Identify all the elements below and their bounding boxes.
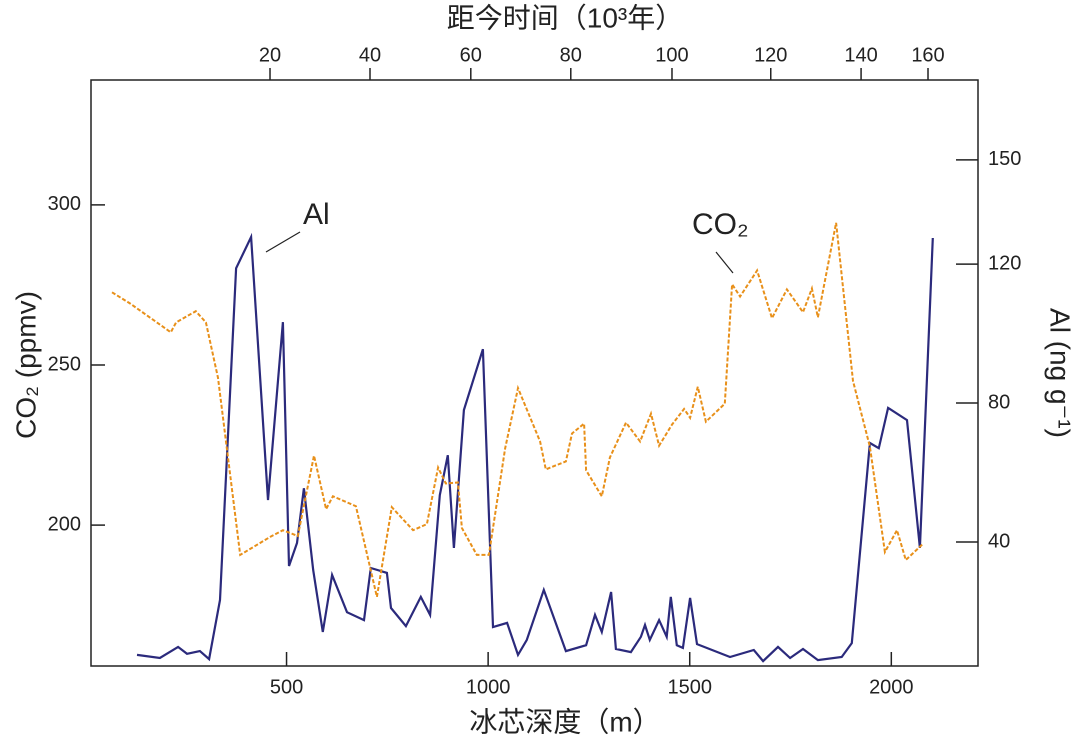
plot-frame	[90, 79, 979, 667]
x2-tick-label: 120	[754, 44, 787, 66]
x2-tick-label: 40	[359, 44, 381, 66]
y-axis-title: CO₂ (ppmv)	[10, 291, 41, 439]
series-label: CO₂	[692, 208, 749, 241]
y2-tick-label: 150	[988, 148, 1021, 170]
y-tick-label: 200	[48, 513, 81, 535]
x2-tick-label: 140	[844, 44, 877, 66]
x-tick-label: 500	[270, 676, 303, 698]
x-tick-label: 2000	[869, 676, 914, 698]
top-axis-title: 距今时间（10³年）	[447, 2, 683, 33]
y2-tick-label: 40	[988, 530, 1010, 552]
series-label: Al	[303, 198, 330, 231]
y2-axis-title: Al (ng g⁻¹)	[1045, 308, 1076, 438]
x-tick-label: 1500	[667, 676, 712, 698]
x-tick-label: 1000	[466, 676, 511, 698]
x2-tick-label: 160	[911, 44, 944, 66]
annotation-leader	[715, 251, 734, 274]
y-tick-label: 300	[48, 193, 81, 215]
x2-tick-label: 60	[460, 44, 482, 66]
y2-tick-label: 80	[988, 391, 1010, 413]
x2-tick-label: 100	[655, 44, 688, 66]
x2-tick-label: 20	[259, 44, 281, 66]
annotation-leader	[265, 231, 301, 253]
series-line	[111, 222, 924, 598]
y2-tick-label: 120	[988, 252, 1021, 274]
series-line	[136, 232, 934, 663]
x-axis-title: 冰芯深度（m）	[469, 706, 660, 737]
y-tick-label: 250	[48, 353, 81, 375]
x2-tick-label: 80	[560, 44, 582, 66]
